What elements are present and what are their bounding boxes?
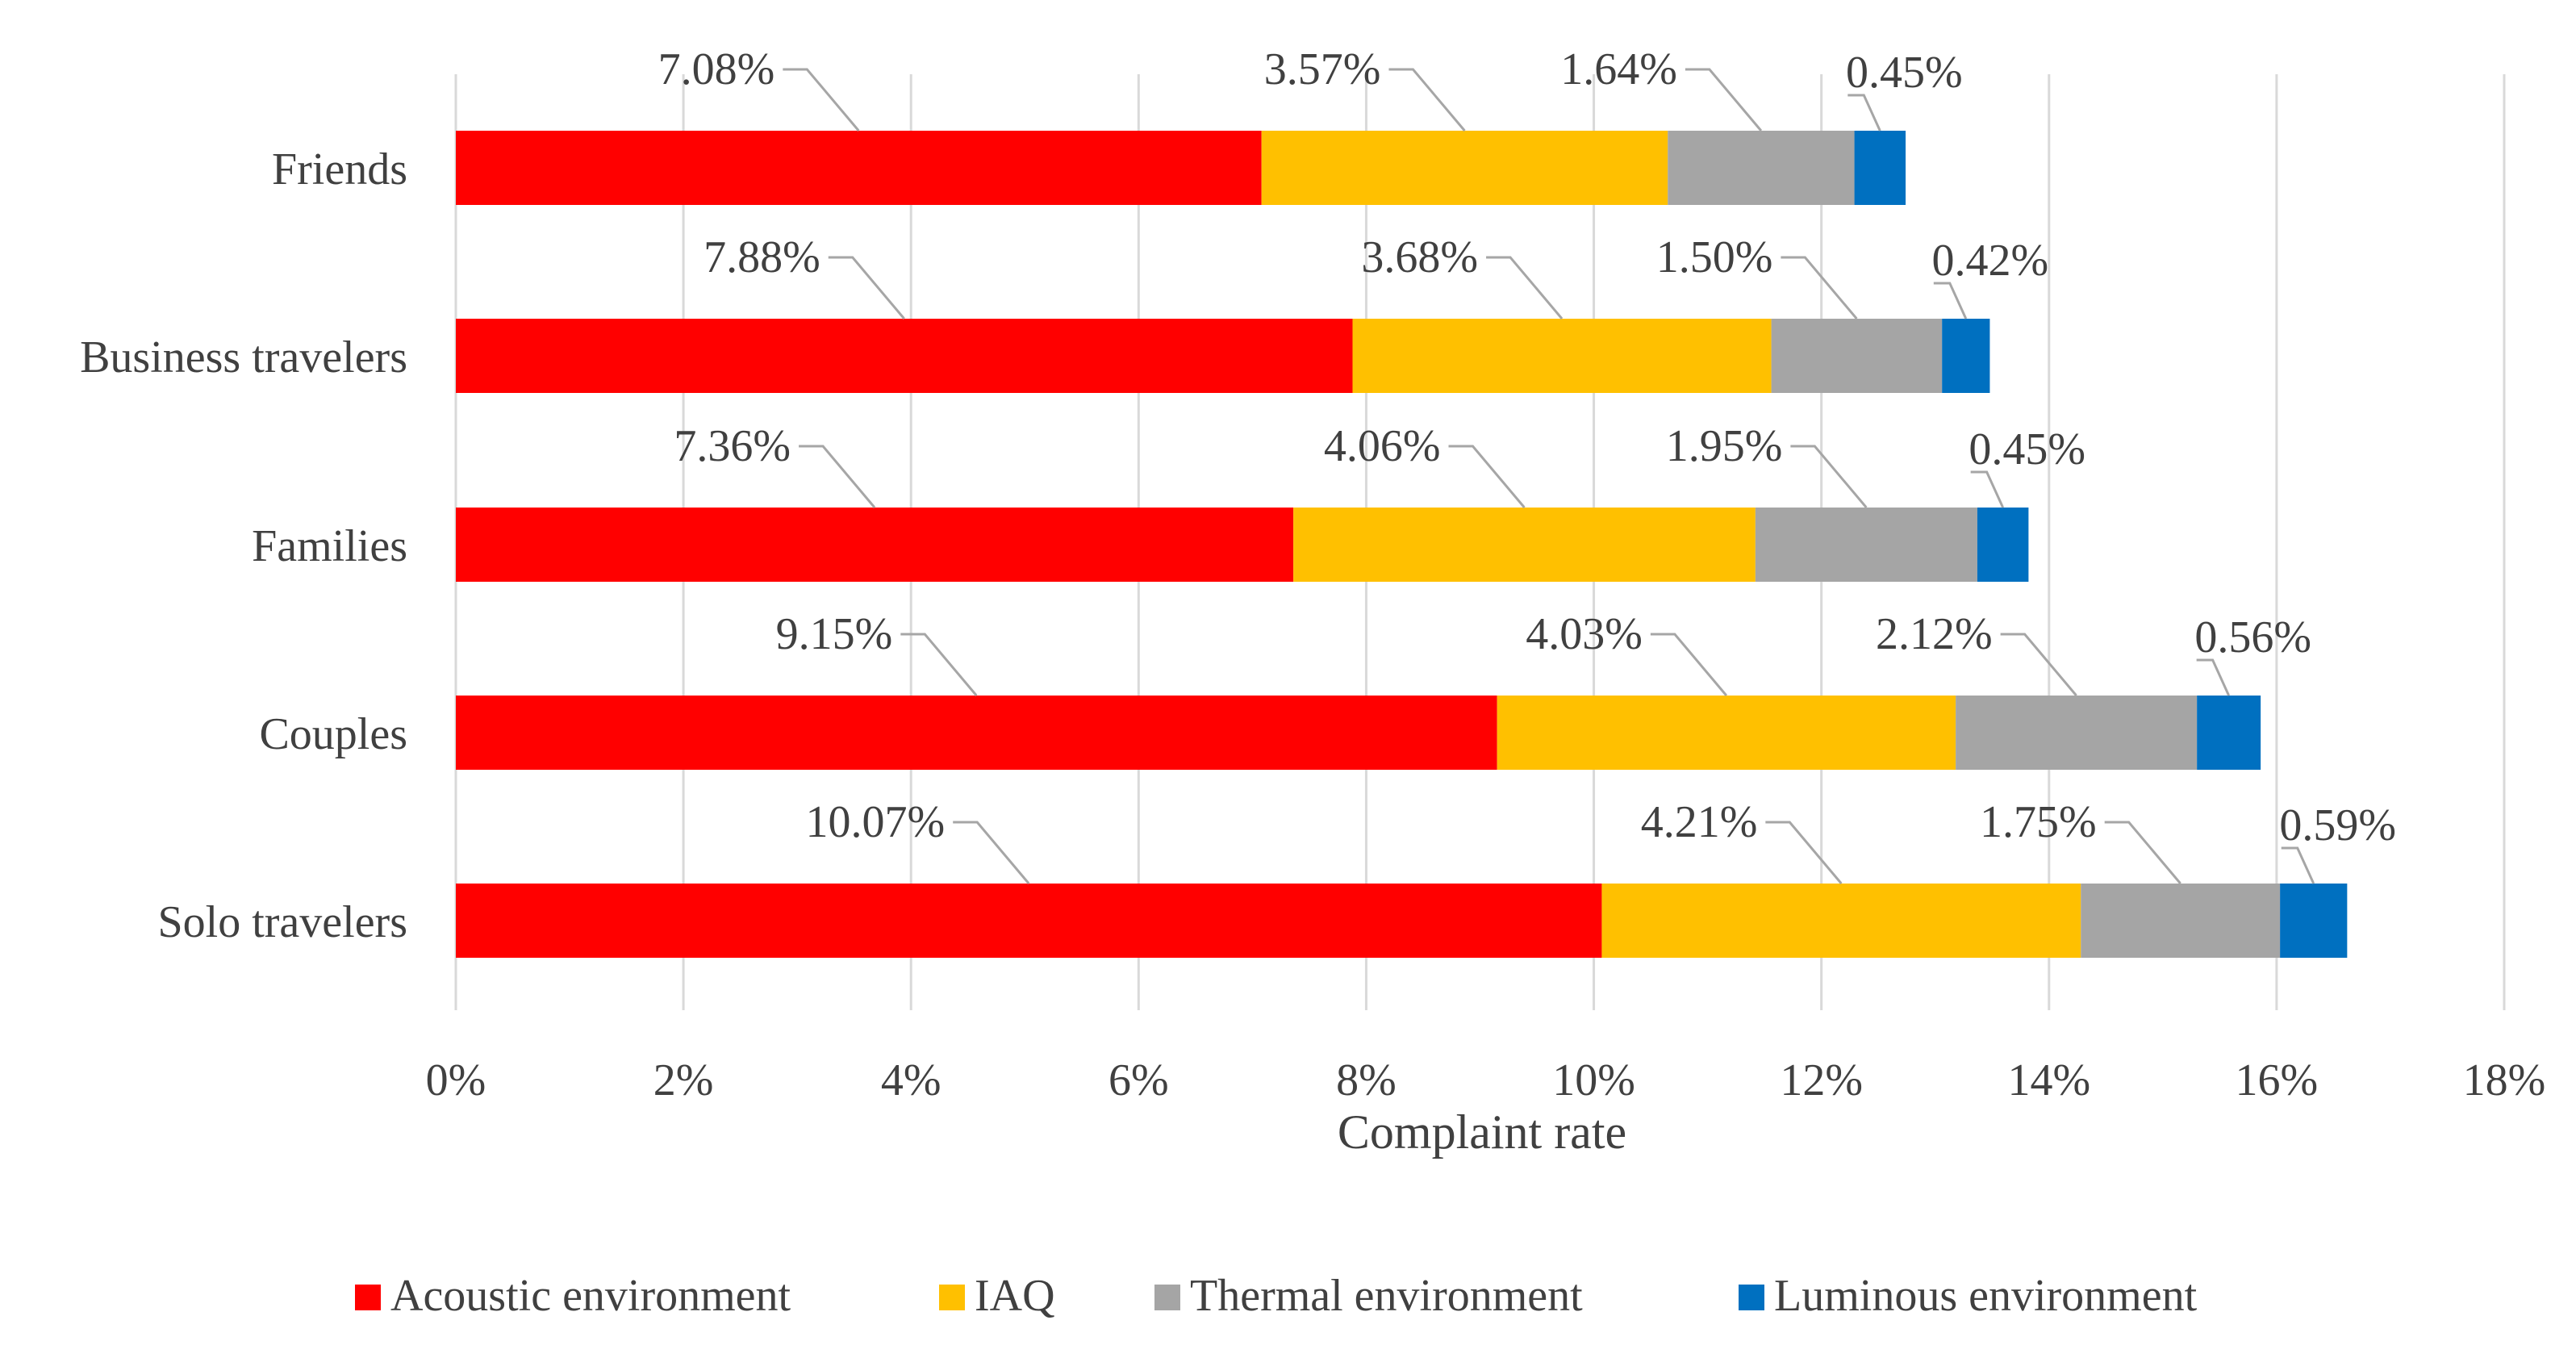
bar-iaq: [1352, 319, 1772, 393]
x-tick-label: 16%: [2236, 1055, 2319, 1105]
data-labels: 7.08% 3.57% 1.64% 0.45% 7.88% 3.68% 1.50% 0.42%…: [658, 44, 2396, 850]
category-label: Friends: [272, 144, 407, 194]
legend-swatch: [355, 1285, 381, 1310]
bar-acoustic-environment: [456, 696, 1497, 770]
x-tick-label: 4%: [881, 1055, 941, 1105]
leader-line: [1685, 68, 1763, 132]
data-label: 0.59%: [2279, 800, 2396, 850]
category-axis: Friends Business travelers Families Couples…: [80, 144, 407, 947]
x-tick-label: 12%: [1780, 1055, 1863, 1105]
data-label: 4.06%: [1324, 421, 1441, 471]
x-tick-label: 6%: [1108, 1055, 1169, 1105]
x-tick-label: 10%: [1552, 1055, 1635, 1105]
bar-iaq: [1293, 508, 1756, 582]
bar-iaq: [1601, 884, 2081, 958]
bar-acoustic-environment: [456, 884, 1602, 958]
category-label: Solo travelers: [158, 897, 407, 947]
data-label: 3.68%: [1361, 232, 1478, 282]
x-tick-label: 8%: [1336, 1055, 1397, 1105]
leader-line: [1933, 282, 1968, 320]
category-label: Business travelers: [80, 332, 407, 382]
data-label: 4.21%: [1641, 797, 1758, 847]
data-label: 10.07%: [806, 797, 946, 847]
data-label: 7.36%: [674, 421, 791, 471]
data-label: 7.08%: [658, 44, 775, 94]
leader-line: [953, 821, 1030, 884]
leader-line: [1970, 470, 2005, 508]
bars: [456, 131, 2348, 958]
leader-line: [828, 256, 905, 320]
leader-line: [1847, 94, 1881, 132]
bar-acoustic-environment: [456, 319, 1353, 393]
bar-acoustic-environment: [456, 131, 1262, 205]
data-label: 0.56%: [2194, 612, 2311, 662]
data-label: 1.50%: [1656, 232, 1773, 282]
category-label: Couples: [259, 709, 407, 759]
x-tick-label: 0%: [426, 1055, 486, 1105]
bar-luminous-environment: [2197, 696, 2261, 770]
x-tick-label: 2%: [653, 1055, 714, 1105]
leader-line: [900, 633, 978, 696]
data-label: 4.03%: [1526, 609, 1643, 659]
value-axis-ticks: 0% 2% 4% 6% 8% 10% 12% 14% 16% 18%: [426, 1055, 2546, 1105]
data-label: 2.12%: [1876, 609, 1993, 659]
leader-line: [799, 445, 876, 508]
bar-iaq: [1261, 131, 1668, 205]
data-label: 1.64%: [1560, 44, 1677, 94]
bar-luminous-environment: [1977, 508, 2029, 582]
bar-acoustic-environment: [456, 508, 1294, 582]
x-axis-title: Complaint rate: [1338, 1105, 1626, 1159]
bar-thermal-environment: [2081, 884, 2281, 958]
data-label: 3.57%: [1264, 44, 1381, 94]
x-tick-label: 14%: [2007, 1055, 2090, 1105]
x-tick-label: 18%: [2463, 1055, 2546, 1105]
legend-label: Thermal environment: [1190, 1271, 1583, 1321]
bar-thermal-environment: [1755, 508, 1977, 582]
bar-luminous-environment: [1942, 319, 1990, 393]
leader-line: [1486, 256, 1564, 320]
leader-line: [2104, 821, 2181, 884]
bar-thermal-environment: [1956, 696, 2198, 770]
bar-luminous-environment: [2280, 884, 2348, 958]
data-label: 0.42%: [1931, 236, 2048, 286]
data-label: 1.75%: [1980, 797, 2097, 847]
bar-luminous-environment: [1854, 131, 1906, 205]
leader-line: [783, 68, 860, 132]
leader-line: [1765, 821, 1843, 884]
leader-line: [1650, 633, 1728, 696]
leader-line: [1448, 445, 1526, 508]
legend-label: IAQ: [975, 1271, 1055, 1321]
bar-iaq: [1497, 696, 1956, 770]
leader-line: [2281, 846, 2315, 884]
legend-label: Luminous environment: [1774, 1271, 2198, 1321]
category-label: Families: [252, 521, 407, 571]
leader-line: [2196, 658, 2231, 696]
leader-line: [1790, 445, 1868, 508]
bar-thermal-environment: [1668, 131, 1855, 205]
bar-thermal-environment: [1771, 319, 1943, 393]
data-label: 0.45%: [1969, 424, 2085, 474]
data-label: 0.45%: [1846, 48, 1963, 98]
legend-swatch: [939, 1285, 965, 1310]
legend: Acoustic environment IAQ Thermal environme…: [355, 1271, 2198, 1321]
leader-lines: [783, 68, 2315, 884]
data-label: 7.88%: [703, 232, 820, 282]
leader-line: [2000, 633, 2077, 696]
legend-swatch: [1739, 1285, 1764, 1310]
data-label: 1.95%: [1666, 421, 1783, 471]
leader-line: [1781, 256, 1858, 320]
legend-label: Acoustic environment: [390, 1271, 791, 1321]
leader-line: [1388, 68, 1466, 132]
data-label: 9.15%: [776, 609, 893, 659]
legend-swatch: [1154, 1285, 1180, 1310]
